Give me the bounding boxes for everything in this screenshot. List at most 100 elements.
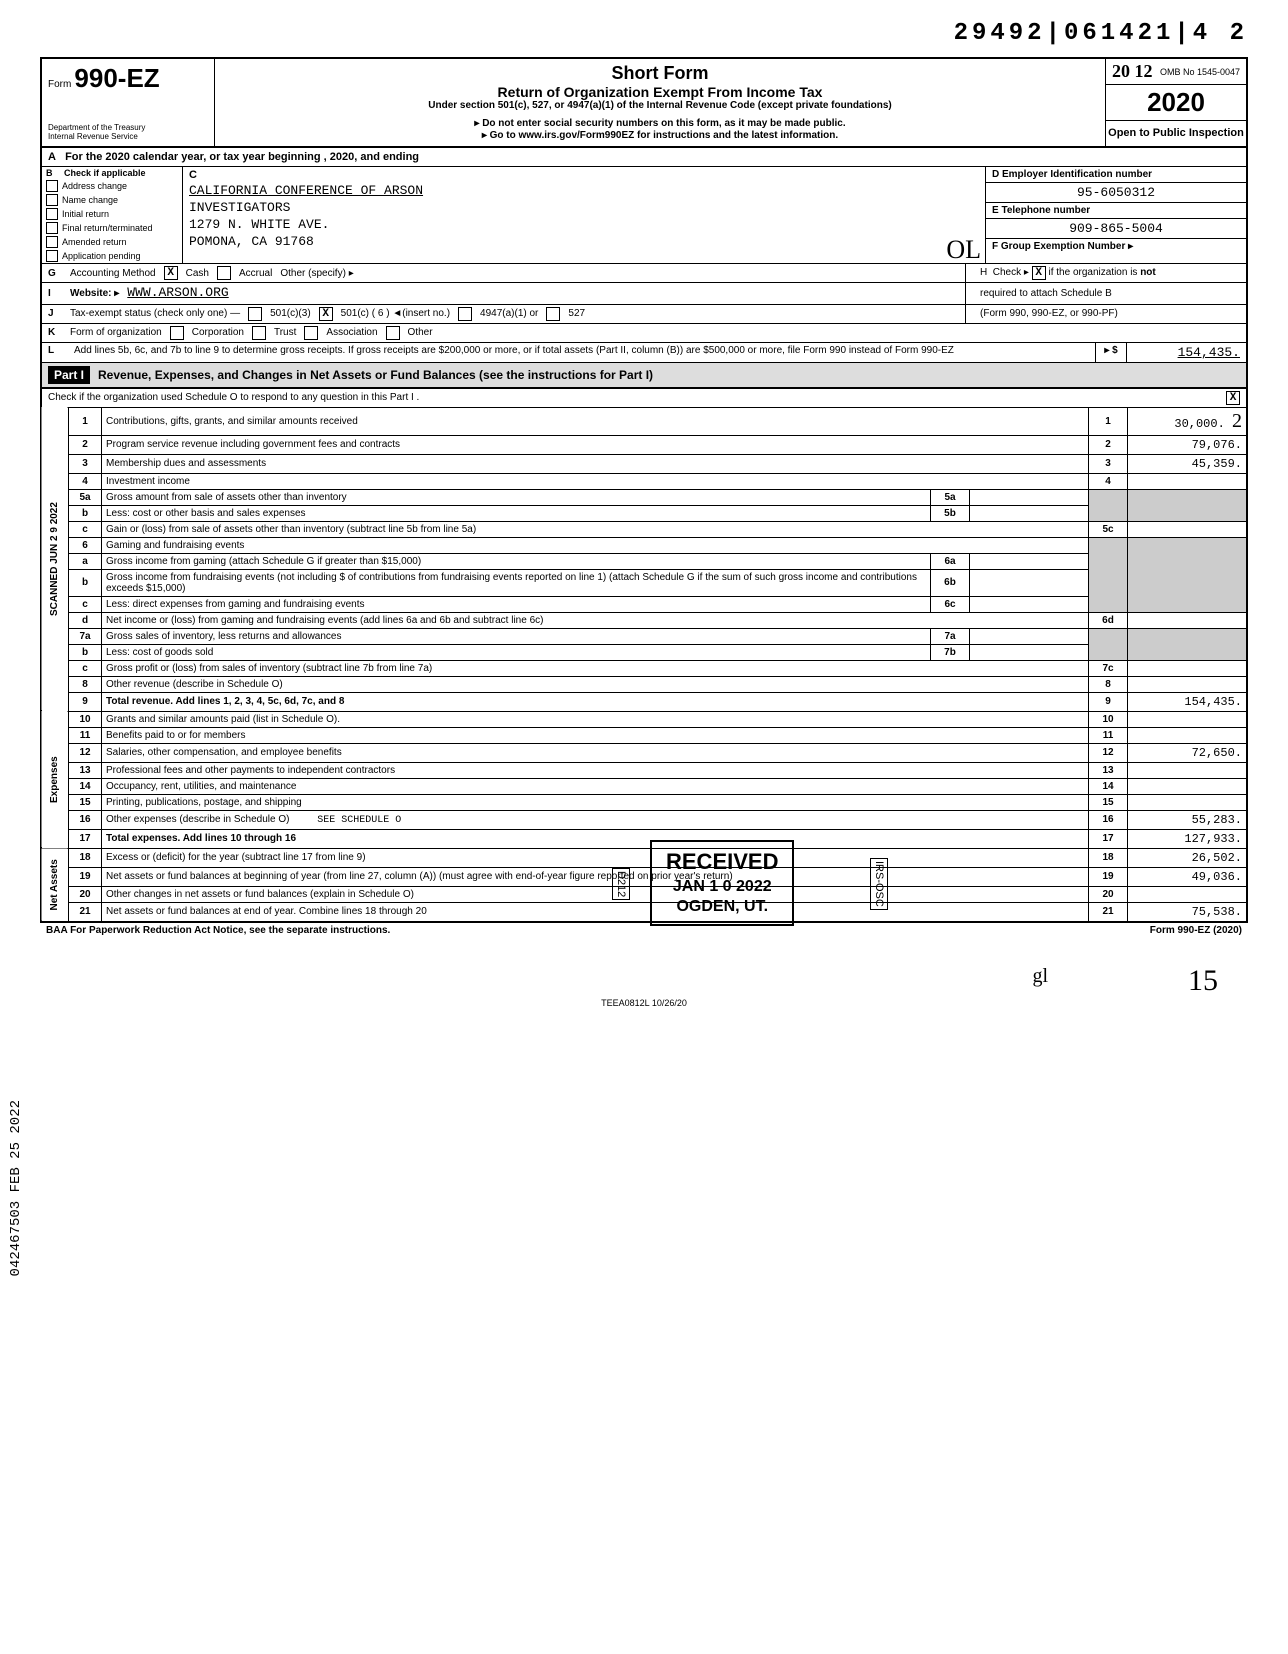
checkbox-4947[interactable] <box>458 307 472 321</box>
checkbox-application-pending[interactable] <box>46 250 58 262</box>
line-3-desc: Membership dues and assessments <box>102 454 1089 473</box>
irs-osc-stamp: IRS-OSC <box>870 858 888 910</box>
line-5a-desc: Gross amount from sale of assets other t… <box>102 489 931 505</box>
footer: BAA For Paperwork Reduction Act Notice, … <box>40 923 1248 938</box>
chk-label: Final return/terminated <box>62 223 153 233</box>
hand-2: 2 <box>1232 410 1242 432</box>
checkbox-address-change[interactable] <box>46 180 58 192</box>
line-12-val: 72,650. <box>1128 743 1248 762</box>
form-subtitle: Return of Organization Exempt From Incom… <box>223 84 1097 100</box>
line-17-desc: Total expenses. Add lines 10 through 16 <box>106 833 296 844</box>
side-revenue: SCANNED JUN 2 9 2022 <box>41 407 69 711</box>
line-21-val: 75,538. <box>1128 902 1248 922</box>
line-7c-val <box>1128 660 1248 676</box>
opt-other: Other <box>408 327 433 338</box>
line-5b-desc: Less: cost or other basis and sales expe… <box>102 505 931 521</box>
baa-notice: BAA For Paperwork Reduction Act Notice, … <box>46 925 390 936</box>
checkbox-initial-return[interactable] <box>46 208 58 220</box>
section-text: Under section 501(c), 527, or 4947(a)(1)… <box>223 100 1097 112</box>
tax-year: 2020 <box>1147 87 1205 118</box>
handwritten-ol: OL <box>946 235 981 265</box>
part1-check-row: Check if the organization used Schedule … <box>40 388 1248 407</box>
col-b-header: Check if applicable <box>64 168 146 178</box>
page-bottom-code: TEEA0812L 10/26/20 <box>40 998 1248 1008</box>
line-10-val <box>1128 711 1248 727</box>
line-9-val: 154,435. <box>1128 692 1248 711</box>
checkbox-final-return[interactable] <box>46 222 58 234</box>
chk-label: Application pending <box>62 251 141 261</box>
line-18-desc: Excess or (deficit) for the year (subtra… <box>102 848 1089 867</box>
line-2-desc: Program service revenue including govern… <box>102 435 1089 454</box>
margin-stamp-2: 042467503 FEB 25 2022 <box>8 1100 24 1276</box>
part1-title: Revenue, Expenses, and Changes in Net As… <box>98 368 653 382</box>
opt-501c: 501(c) ( 6 ) ◄(insert no.) <box>341 308 450 319</box>
row-k: K Form of organization Corporation Trust… <box>40 323 1248 342</box>
cash-label: Cash <box>186 268 209 279</box>
line-1-val: 30,000. 2 <box>1128 407 1248 435</box>
block-bcd: BCheck if applicable Address change Name… <box>40 167 1248 263</box>
col-d: D Employer Identification number 95-6050… <box>986 167 1246 263</box>
omb-number: OMB No 1545-0047 <box>1160 67 1240 77</box>
line-15-desc: Printing, publications, postage, and shi… <box>102 794 1089 810</box>
warning-1: ▸ Do not enter social security numbers o… <box>223 118 1097 130</box>
checkbox-527[interactable] <box>546 307 560 321</box>
line-19-val: 49,036. <box>1128 867 1248 886</box>
checkbox-accrual[interactable] <box>217 266 231 280</box>
line-19-desc: Net assets or fund balances at beginning… <box>102 867 1089 886</box>
line-17-val: 127,933. <box>1128 829 1248 848</box>
checkbox-501c[interactable]: X <box>319 307 333 321</box>
row-g-lead: G <box>48 268 62 279</box>
line-2-val: 79,076. <box>1128 435 1248 454</box>
line-1-desc: Contributions, gifts, grants, and simila… <box>102 407 1089 435</box>
header-center: Short Form Return of Organization Exempt… <box>215 59 1106 146</box>
form-label: Form <box>48 79 71 90</box>
checkbox-cash[interactable]: X <box>164 266 178 280</box>
accrual-label: Accrual <box>239 268 272 279</box>
opt-501c3: 501(c)(3) <box>270 308 311 319</box>
chk-label: Initial return <box>62 209 109 219</box>
row-a-text: For the 2020 calendar year, or tax year … <box>65 151 419 163</box>
line-21-desc: Net assets or fund balances at end of ye… <box>102 902 1089 922</box>
org-name-1: CALIFORNIA CONFERENCE OF ARSON <box>189 183 979 200</box>
checkbox-sched-o[interactable]: X <box>1226 391 1240 405</box>
line-6-desc: Gaming and fundraising events <box>102 537 1089 553</box>
row-l-text: Add lines 5b, 6c, and 7b to line 9 to de… <box>68 343 1095 362</box>
checkbox-sched-b[interactable]: X <box>1032 266 1046 280</box>
checkbox-501c3[interactable] <box>248 307 262 321</box>
line-6c-desc: Less: direct expenses from gaming and fu… <box>102 596 931 612</box>
line-14-val <box>1128 778 1248 794</box>
line-11-val <box>1128 727 1248 743</box>
checkbox-name-change[interactable] <box>46 194 58 206</box>
opt-4947: 4947(a)(1) or <box>480 308 538 319</box>
page: 29492|061421|4 2 Form 990-EZ Department … <box>40 20 1248 1008</box>
header-right: 20 12 OMB No 1545-0047 2020 Open to Publ… <box>1106 59 1246 146</box>
opt-527: 527 <box>568 308 585 319</box>
hand-signature: gl <box>1032 965 1048 988</box>
row-h-cont: required to attach Schedule B <box>974 286 1246 301</box>
lines-table: SCANNED JUN 2 9 2022 1Contributions, gif… <box>40 407 1248 923</box>
checkbox-amended-return[interactable] <box>46 236 58 248</box>
website-label: Website: ▸ <box>70 288 119 299</box>
line-3-val: 45,359. <box>1128 454 1248 473</box>
line-5c-desc: Gain or (loss) from sale of assets other… <box>102 521 1089 537</box>
hand-page-15: 15 <box>1188 964 1218 998</box>
line-6d-val <box>1128 612 1248 628</box>
other-label: Other (specify) ▸ <box>280 268 353 279</box>
line-6b-desc: Gross income from fundraising events (no… <box>102 569 931 596</box>
row-j-lead: J <box>48 308 62 319</box>
row-i-lead: I <box>48 288 62 299</box>
row-l: L Add lines 5b, 6c, and 7b to line 9 to … <box>40 342 1248 362</box>
tel-label: E Telephone number <box>986 203 1246 219</box>
top-document-number: 29492|061421|4 2 <box>40 20 1248 47</box>
checkbox-corp[interactable] <box>170 326 184 340</box>
row-a: A For the 2020 calendar year, or tax yea… <box>40 148 1248 167</box>
line-7a-desc: Gross sales of inventory, less returns a… <box>102 628 931 644</box>
checkbox-assoc[interactable] <box>304 326 318 340</box>
see-schedule-o: SEE SCHEDULE O <box>317 815 401 826</box>
checkbox-trust[interactable] <box>252 326 266 340</box>
row-k-lead: K <box>48 327 62 338</box>
handwritten-year: 20 12 <box>1112 61 1153 82</box>
dept-text: Department of the Treasury Internal Reve… <box>48 124 208 142</box>
ein-value: 95-6050312 <box>986 183 1246 203</box>
checkbox-other-org[interactable] <box>386 326 400 340</box>
